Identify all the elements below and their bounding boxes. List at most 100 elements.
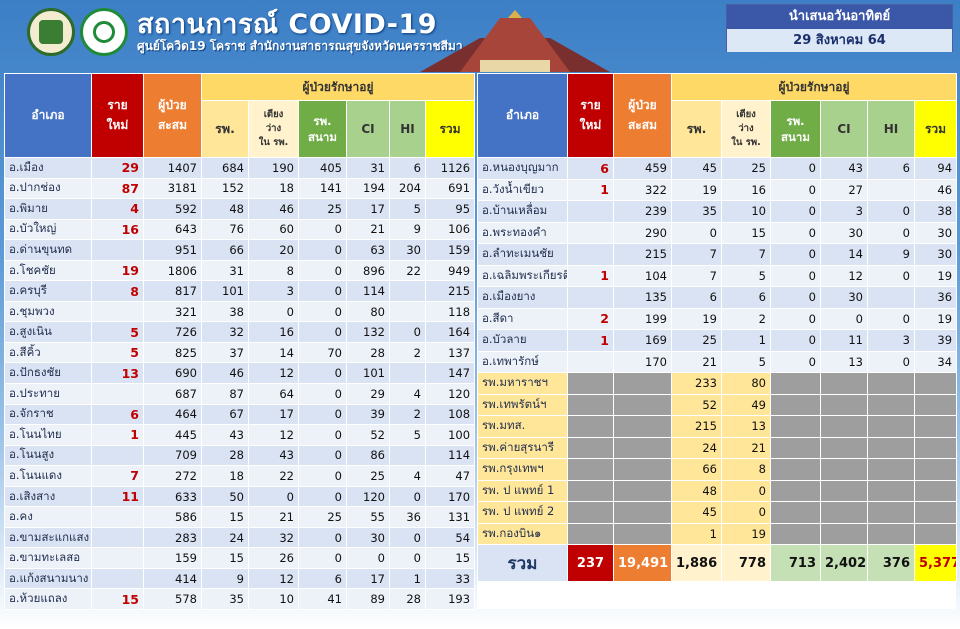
col-cumulative: ผู้ป่วย สะสม [143,73,202,158]
hospital-row: รพ.กองบิน๑ 1 19 [477,522,958,545]
new-cases [91,239,144,261]
ci-count: 132 [346,321,390,343]
na-cell [613,372,672,395]
cumulative-cases: 135 [613,286,672,309]
hi-count: 0 [389,321,426,343]
hospital-count: 45 [671,157,722,180]
hi-count [389,444,426,467]
new-cases: 2 [567,307,614,330]
table-row: อ.วังน้ำเขียว 1 322 19 16 0 27 46 [477,178,958,201]
free-beds: 21 [248,506,299,528]
na-cell [567,436,614,459]
na-cell [770,522,821,545]
free-beds: 64 [248,383,299,405]
ci-count: 29 [346,383,390,405]
total-count: 15 [424,547,476,569]
district-name: อ.บัวใหญ่ [4,218,92,241]
total-count: 108 [424,403,476,426]
field-hospital-count: 0 [298,280,347,302]
total-count: 118 [424,300,476,323]
totals-cumulative: 19,491 [613,544,672,582]
na-cell [913,479,958,502]
total-count: 34 [913,350,958,373]
hi-count: 9 [389,218,426,241]
total-count: 159 [424,239,476,261]
hospital-count: 15 [201,506,249,528]
new-cases: 15 [91,588,144,611]
col-ci-right: CI [820,100,868,158]
cumulative-cases: 104 [613,264,672,287]
hospital-count: 43 [201,424,249,446]
district-name: อ.ปากช่อง [4,177,92,200]
field-hospital-count: 0 [770,178,821,201]
cumulative-cases: 290 [613,221,672,244]
hospital-count: 38 [201,300,249,323]
col-hi: HI [389,100,426,158]
na-cell [913,522,958,545]
hospital-count: 32 [201,321,249,343]
na-cell [770,436,821,459]
hi-count: 4 [389,465,426,487]
total-count: 114 [424,444,476,467]
cumulative-cases: 321 [143,300,202,323]
ci-count: 17 [346,198,390,220]
free-beds: 60 [248,218,299,241]
na-cell [770,393,821,416]
free-beds: 18 [248,177,299,200]
district-name: อ.ปักธงชัย [4,362,92,385]
total-count: 47 [424,465,476,487]
col-district: อำเภอ [4,73,92,158]
ci-count: 896 [346,259,390,282]
free-beds: 0 [248,485,299,508]
left-table: อำเภอ ราย ใหม่ ผู้ป่วย สะสม ผู้ป่วยรักษาอย… [4,73,476,611]
field-hospital-count: 0 [770,350,821,373]
ci-count: 0 [346,547,390,569]
ci-count: 30 [346,526,390,549]
district-name: อ.โนนแดง [4,465,92,487]
hospital-count: 19 [671,307,722,330]
field-hospital-count: 405 [298,157,347,179]
cumulative-cases: 1806 [143,259,202,282]
right-table-panel: อำเภอ ราย ใหม่ ผู้ป่วย สะสม ผู้ป่วยรักษาอย… [477,73,958,609]
col-field-hospital: รพ. สนาม [298,100,347,158]
free-beds: 10 [721,200,771,223]
hospital-count: 50 [201,485,249,508]
new-cases [567,286,614,309]
hi-count [867,286,915,309]
free-beds: 10 [248,588,299,611]
col-beds-free: เตียง ว่าง ใน รพ. [248,100,299,158]
na-cell [867,522,915,545]
total-count: 54 [424,526,476,549]
total-count: 193 [424,588,476,611]
field-hospital-count: 0 [770,307,821,330]
free-beds: 19 [721,522,771,545]
total-count: 215 [424,280,476,302]
ci-count: 120 [346,485,390,508]
table-row: อ.บ้านเหลื่อม 239 35 10 0 3 0 38 [477,200,958,223]
total-count: 1126 [424,157,476,179]
date-box: นำเสนอวันอาทิตย์ 29 สิงหาคม 64 [726,4,953,52]
hi-count: 2 [389,403,426,426]
totals-new: 237 [567,544,614,582]
cumulative-cases: 199 [613,307,672,330]
col-group-in-treatment-right: ผู้ป่วยรักษาอยู่ [670,73,958,101]
free-beds: 0 [721,479,771,502]
cumulative-cases: 272 [143,465,202,487]
field-hospital-count: 0 [298,424,347,446]
field-hospital-count: 0 [298,485,347,508]
free-beds: 2 [721,307,771,330]
new-cases [567,221,614,244]
free-beds: 15 [721,221,771,244]
hospital-count: 87 [201,383,249,405]
na-cell [613,436,672,459]
district-name: อ.เมือง [4,157,92,179]
date-value: 29 สิงหาคม 64 [727,29,952,52]
table-row: อ.โชคชัย 19 1806 31 8 0 896 22 949 [4,259,476,282]
new-cases: 19 [91,259,144,282]
na-cell [867,372,915,395]
field-hospital-count: 141 [298,177,347,200]
hi-count [389,280,426,302]
ministry-health-logo [80,8,128,56]
free-beds: 8 [248,259,299,282]
totals-row: รวม 237 19,491 1,886 778 713 2,402 376 5,377 [477,544,958,582]
